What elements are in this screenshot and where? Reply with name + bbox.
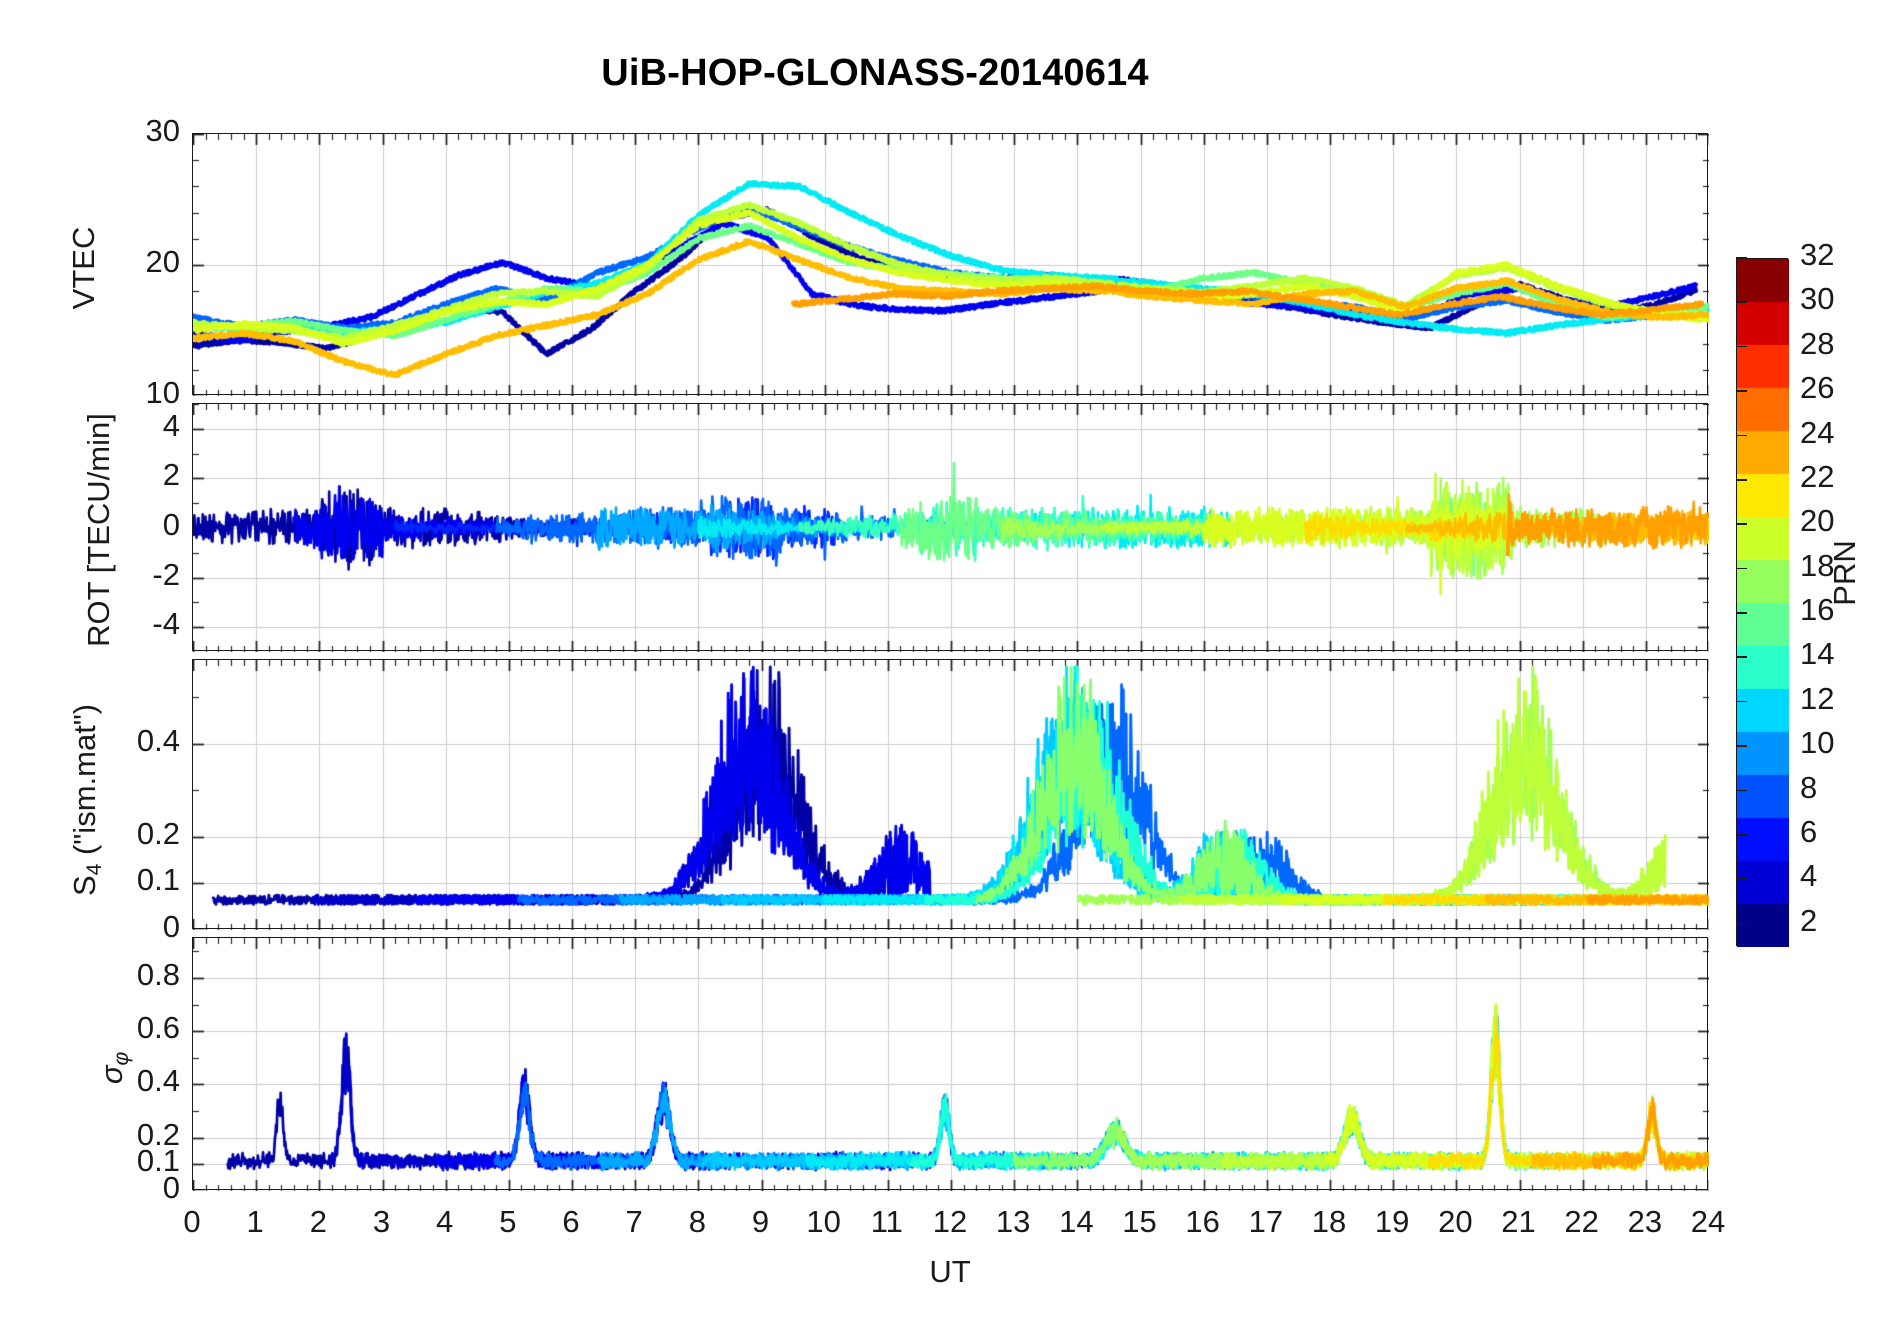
colorbar-tick-label: 10: [1800, 725, 1835, 761]
sig-ytick-label: 0.8: [136, 956, 180, 992]
panel-vtec: [192, 133, 1709, 396]
colorbar-tick-mark: [1736, 789, 1747, 792]
vtec-ytick-label: 10: [145, 375, 180, 410]
x-tick-label: 6: [562, 1204, 580, 1239]
x-tick-label: 7: [625, 1204, 643, 1239]
sigmaphi-plot-canvas: [193, 938, 1709, 1191]
x-tick-label: 1: [246, 1204, 264, 1239]
colorbar-tick-mark: [1736, 878, 1747, 880]
colorbar-tick-label: 18: [1800, 547, 1835, 583]
colorbar-tick-mark: [1736, 434, 1747, 437]
x-tick-label: 12: [932, 1204, 968, 1239]
x-tick-label: 9: [751, 1204, 770, 1239]
colorbar-tick-label: 14: [1800, 636, 1835, 672]
colorbar-tick-mark: [1736, 478, 1747, 481]
x-tick-label: 11: [870, 1204, 903, 1239]
colorbar-tick-mark: [1736, 656, 1747, 659]
x-tick-label: 8: [688, 1204, 706, 1239]
s4-plot-canvas: [193, 660, 1709, 930]
colorbar-tick-mark: [1736, 523, 1747, 525]
panel-s4: [192, 659, 1709, 930]
colorbar-tick-mark: [1736, 345, 1747, 348]
colorbar-tick-label: 2: [1800, 902, 1818, 938]
sig-ytick-label: 0.1: [136, 1143, 180, 1179]
colorbar-tick-mark: [1736, 922, 1747, 925]
colorbar-tick-label: 6: [1800, 814, 1818, 850]
sig-ytick-label: 0: [162, 1170, 180, 1205]
vtec-ytick-label: 20: [145, 244, 180, 279]
vtec-ytick-label: 30: [145, 113, 180, 148]
x-tick-label: 23: [1627, 1204, 1663, 1239]
panel-rot: [192, 403, 1709, 652]
x-tick-label: 4: [436, 1204, 454, 1239]
sig-ytick-label: 0.6: [136, 1010, 180, 1046]
x-tick-label: 20: [1438, 1204, 1473, 1239]
rot-ytick-label: -4: [152, 606, 180, 642]
rot-ytick-label: -2: [152, 556, 180, 592]
s4-ytick-label: 0: [162, 909, 180, 944]
x-tick-label: 24: [1690, 1204, 1726, 1239]
sig-ytick-label: 0.2: [136, 1116, 180, 1152]
x-tick-label: 14: [1059, 1204, 1094, 1239]
colorbar-tick-label: 30: [1800, 281, 1835, 317]
colorbar-tick-mark: [1736, 700, 1747, 703]
x-tick-label: 0: [183, 1204, 201, 1239]
panel-sigmaphi: [192, 937, 1709, 1191]
x-axis-label: UT: [929, 1254, 971, 1289]
colorbar-tick-label: 8: [1800, 769, 1818, 805]
colorbar-tick-label: 20: [1800, 503, 1835, 539]
colorbar-tick-mark: [1736, 834, 1747, 836]
colorbar-tick-mark: [1736, 745, 1747, 747]
x-tick-label: 17: [1248, 1204, 1284, 1239]
x-tick-label: 16: [1185, 1204, 1220, 1239]
x-tick-label: 13: [995, 1204, 1031, 1239]
vtec-plot-canvas: [193, 134, 1709, 396]
colorbar-tick-mark: [1736, 612, 1747, 614]
x-tick-label: 3: [372, 1204, 391, 1239]
x-tick-label: 22: [1564, 1204, 1599, 1239]
colorbar-tick-label: 28: [1800, 325, 1835, 361]
colorbar-tick-mark: [1736, 567, 1747, 570]
rot-ytick-label: 4: [162, 407, 180, 443]
colorbar-tick-label: 24: [1800, 414, 1835, 450]
x-tick-label: 18: [1311, 1204, 1347, 1239]
rot-ytick-label: 0: [162, 507, 180, 542]
s4-ytick-label: 0.4: [136, 722, 180, 758]
colorbar-tick-label: 22: [1800, 458, 1835, 494]
x-tick-label: 10: [806, 1204, 841, 1239]
colorbar-tick-mark: [1736, 390, 1747, 392]
sig-ytick-label: 0.4: [136, 1063, 180, 1099]
rot-ytick-label: 2: [162, 457, 180, 493]
s4-ytick-label: 0.2: [136, 815, 180, 851]
colorbar: [1736, 258, 1789, 947]
colorbar-tick-label: 16: [1800, 592, 1835, 628]
x-tick-label: 21: [1501, 1204, 1536, 1239]
colorbar-canvas: [1737, 259, 1789, 947]
x-tick-label: 19: [1374, 1204, 1410, 1239]
figure-title: UiB-HOP-GLONASS-20140614: [601, 52, 1149, 94]
colorbar-tick-label: 32: [1800, 237, 1835, 272]
s4-ytick-label: 0.1: [136, 862, 180, 898]
colorbar-tick-label: 4: [1800, 858, 1818, 894]
colorbar-tick-mark: [1736, 257, 1747, 259]
x-tick-label: 5: [499, 1204, 517, 1239]
x-tick-label: 2: [309, 1204, 327, 1239]
colorbar-tick-mark: [1736, 301, 1747, 303]
colorbar-tick-label: 26: [1800, 370, 1835, 406]
colorbar-tick-label: 12: [1800, 680, 1835, 716]
x-tick-label: 15: [1122, 1204, 1157, 1239]
rot-plot-canvas: [193, 404, 1709, 652]
